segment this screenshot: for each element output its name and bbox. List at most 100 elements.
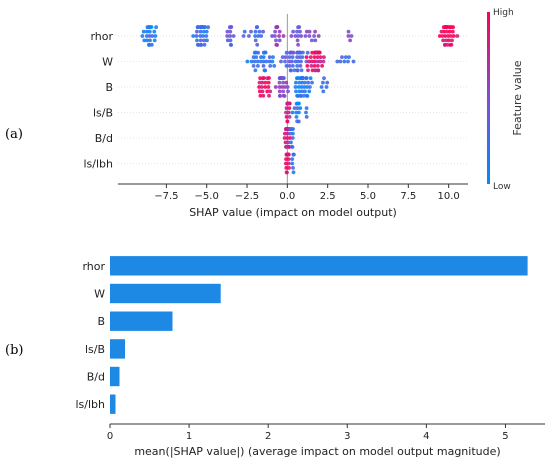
beeswarm-point <box>285 170 289 175</box>
beeswarm-point <box>296 34 300 38</box>
beeswarm-point <box>284 50 289 55</box>
beeswarm-point <box>444 38 448 43</box>
beeswarm-point <box>260 89 265 94</box>
colorbar-low-label: Low <box>493 182 511 192</box>
beeswarm-point <box>268 89 273 94</box>
beeswarm-point <box>300 55 305 59</box>
beeswarm-point <box>439 29 444 34</box>
beeswarm-point <box>249 59 254 64</box>
beeswarm-point <box>281 80 285 85</box>
beeswarm-point <box>263 68 268 73</box>
beeswarm-point <box>342 59 347 64</box>
beeswarm-point <box>322 76 326 81</box>
beeswarm-point <box>447 38 451 43</box>
beeswarm-point <box>297 101 301 106</box>
beeswarm-point <box>340 55 344 59</box>
beeswarm-point <box>318 59 323 64</box>
beeswarm-point <box>322 55 326 59</box>
beeswarm-point <box>445 29 449 34</box>
beeswarm-point <box>256 64 260 68</box>
beeswarm-point <box>283 131 287 136</box>
beeswarm-point <box>199 43 204 47</box>
beeswarm-point <box>247 34 251 38</box>
beeswarm-point <box>285 136 290 140</box>
beeswarm-point <box>284 64 289 68</box>
beeswarm-point <box>285 131 290 136</box>
beeswarm-point <box>442 29 447 34</box>
beeswarm-point <box>304 110 308 115</box>
beeswarm-points <box>140 25 460 175</box>
beeswarm-point <box>280 85 284 89</box>
x-tick-label: 0 <box>107 431 113 442</box>
beeswarm-point <box>205 38 209 43</box>
colorbar: High Low Feature value <box>487 8 524 192</box>
beeswarm-point <box>228 38 233 43</box>
beeswarm-point <box>297 25 302 29</box>
beeswarm-point <box>253 34 258 38</box>
beeswarm-point <box>245 59 250 64</box>
beeswarm-point <box>451 34 456 38</box>
beeswarm-point <box>450 29 455 34</box>
beeswarm-point <box>319 85 324 89</box>
beeswarm-point <box>152 38 157 43</box>
beeswarm-point <box>306 80 311 85</box>
beeswarm-point <box>304 55 309 59</box>
beeswarm-point <box>141 29 146 34</box>
beeswarm-point <box>302 85 307 89</box>
beeswarm-point <box>309 64 314 68</box>
beeswarm-point <box>191 34 196 38</box>
beeswarm-point <box>281 89 286 94</box>
beeswarm-point <box>145 38 150 43</box>
beeswarm-point <box>277 38 282 43</box>
beeswarm-point <box>290 161 295 166</box>
category-label: W <box>94 288 105 301</box>
beeswarm-point <box>296 42 300 47</box>
beeswarm-point <box>277 80 282 85</box>
beeswarm-point <box>291 131 295 136</box>
beeswarm-point <box>299 34 303 38</box>
beeswarm-point <box>258 93 263 98</box>
beeswarm-point <box>446 34 451 38</box>
beeswarm-point <box>450 38 454 43</box>
beeswarm-point <box>147 29 152 34</box>
beeswarm-point <box>297 55 302 59</box>
beeswarm-point <box>284 80 289 85</box>
beeswarm-point <box>305 85 309 89</box>
beeswarm-point <box>305 94 310 98</box>
beeswarm-point <box>343 55 348 59</box>
beeswarm-point <box>267 93 271 98</box>
beeswarm-point <box>312 34 316 38</box>
beeswarm-point <box>346 34 351 38</box>
beeswarm-point <box>229 43 234 47</box>
beeswarm-point <box>290 64 295 68</box>
bars <box>110 256 528 414</box>
beeswarm-point <box>437 34 442 38</box>
beeswarm-point <box>231 34 236 38</box>
beeswarm-point <box>308 55 313 59</box>
beeswarm-point <box>259 34 264 38</box>
beeswarm-point <box>305 64 310 68</box>
beeswarm-point <box>292 68 297 73</box>
feature-label: W <box>102 56 113 69</box>
beeswarm-point <box>289 140 293 145</box>
beeswarm-point <box>294 110 299 115</box>
feature-label: B/d <box>95 132 113 145</box>
beeswarm-point <box>295 68 300 73</box>
beeswarm-point <box>278 94 282 98</box>
beeswarm-point <box>347 55 351 59</box>
beeswarm-point <box>144 34 149 38</box>
x-axis-title: mean(|SHAP value|) (average impact on mo… <box>134 445 500 458</box>
beeswarm-point <box>253 29 258 34</box>
x-tick-label: −2.5 <box>235 191 259 202</box>
beeswarm-point <box>273 29 277 34</box>
feature-label: B <box>105 81 113 94</box>
x-tick-label: 7.5 <box>400 191 416 202</box>
beeswarm-point <box>300 80 304 85</box>
beeswarm-point <box>441 38 445 43</box>
beeswarm-point <box>295 38 300 43</box>
beeswarm-point <box>281 34 286 38</box>
beeswarm-point <box>261 64 266 68</box>
bar <box>110 366 120 387</box>
